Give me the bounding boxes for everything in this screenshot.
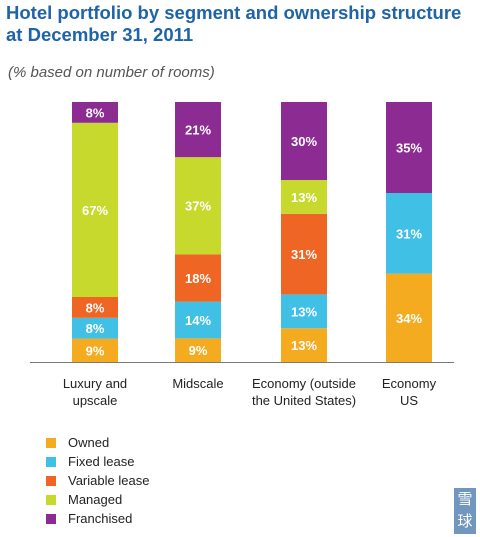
category-label: Midscale xyxy=(172,376,223,391)
category-label-line: Midscale xyxy=(172,376,223,391)
data-label: 37% xyxy=(185,199,211,214)
bar-segment xyxy=(386,273,432,362)
bar-segment xyxy=(72,297,118,318)
legend-label: Franchised xyxy=(68,511,132,526)
bar-segment xyxy=(175,301,221,339)
bar-segment xyxy=(175,254,221,302)
chart-title: Hotel portfolio by segment and ownership… xyxy=(6,2,462,45)
data-label: 13% xyxy=(291,190,317,205)
data-label: 8% xyxy=(86,300,105,315)
bar-segment xyxy=(175,102,221,158)
chart-subtitle: (% based on number of rooms) xyxy=(8,64,215,81)
category-label: Luxury and upscale xyxy=(63,376,127,408)
data-label: 9% xyxy=(189,343,208,358)
bar-segment xyxy=(72,122,118,297)
bar-segment xyxy=(281,102,327,180)
legend-label: Owned xyxy=(68,435,109,450)
data-label: 18% xyxy=(185,271,211,286)
legend-swatch xyxy=(46,495,56,505)
data-label: 67% xyxy=(82,203,108,218)
bar-segment xyxy=(281,328,327,362)
legend-swatch xyxy=(46,438,56,448)
data-label: 30% xyxy=(291,134,317,149)
category-label-line: the United States) xyxy=(252,393,356,408)
data-label: 9% xyxy=(86,343,105,358)
legend-label: Managed xyxy=(68,492,122,507)
data-label: 34% xyxy=(396,311,422,326)
legend-swatch xyxy=(46,476,56,486)
data-label: 31% xyxy=(396,226,422,241)
legend-label: Fixed lease xyxy=(68,454,134,469)
data-label: 35% xyxy=(396,141,422,156)
legend-label: Variable lease xyxy=(68,473,149,488)
data-label: 14% xyxy=(185,313,211,328)
data-label: 21% xyxy=(185,123,211,138)
bar-segment xyxy=(72,102,118,123)
data-label: 31% xyxy=(291,247,317,262)
watermark-logo: 雪 球 xyxy=(454,488,476,534)
watermark-char-bottom: 球 xyxy=(457,512,473,530)
bar-segment xyxy=(386,102,432,193)
data-label: 8% xyxy=(86,321,105,336)
bar-segment xyxy=(72,317,118,339)
bar-segment xyxy=(386,193,432,274)
category-label-line: Economy (outside xyxy=(252,376,356,391)
bar-segment xyxy=(175,157,221,255)
category-label-line: US xyxy=(400,393,418,408)
data-label: 8% xyxy=(86,105,105,120)
bar-segment xyxy=(72,338,118,362)
category-label-line: upscale xyxy=(73,393,118,408)
bar-segment xyxy=(281,180,327,214)
category-label: Economy (outside the United States) xyxy=(252,376,356,408)
legend-swatch xyxy=(46,457,56,467)
legend-swatch xyxy=(46,514,56,524)
category-label-line: Economy xyxy=(382,376,437,391)
bar-segment xyxy=(175,338,221,362)
data-label: 13% xyxy=(291,304,317,319)
category-label: Economy US xyxy=(382,376,437,408)
watermark-char-top: 雪 xyxy=(457,490,473,508)
data-label: 13% xyxy=(291,338,317,353)
category-label-line: Luxury and xyxy=(63,376,127,391)
bar-segment xyxy=(281,213,327,295)
bar-segment xyxy=(281,294,327,329)
